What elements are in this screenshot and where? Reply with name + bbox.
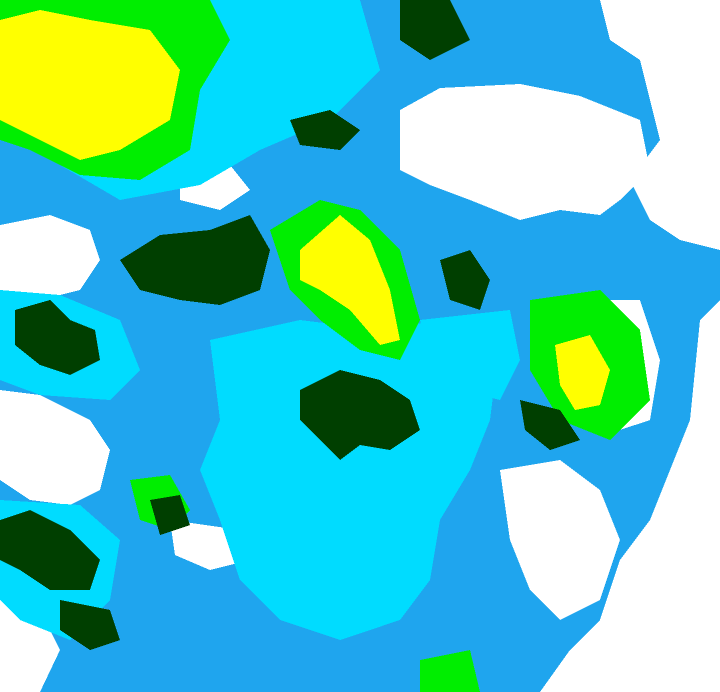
dense-area (440, 250, 490, 310)
clear-area (540, 0, 720, 692)
cloud-area (420, 310, 520, 400)
clear-area (0, 390, 110, 505)
dense-area (300, 370, 420, 460)
dense-area (0, 510, 100, 590)
band-area (420, 650, 480, 692)
core-area (555, 335, 610, 410)
dense-area (120, 215, 270, 305)
dense-cloud (0, 0, 580, 650)
core-area (0, 10, 180, 160)
dense-area (290, 110, 360, 150)
dense-area (150, 495, 190, 535)
core-area (300, 215, 400, 345)
cloud-area (200, 320, 500, 640)
clear-area (400, 84, 650, 220)
dense-area (60, 600, 120, 650)
dense-area (400, 0, 470, 60)
hot-core (0, 10, 610, 410)
dense-area (15, 300, 100, 375)
clear-area (0, 215, 100, 300)
clear-area (500, 460, 620, 620)
dense-area (520, 400, 580, 450)
